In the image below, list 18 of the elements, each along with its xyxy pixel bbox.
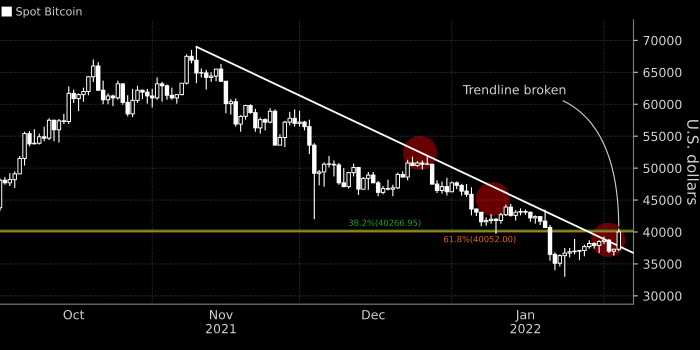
y-tick-label: 45000 [643,196,682,205]
y-tick-label: 30000 [643,291,682,301]
y-tick-label: 55000 [643,132,682,142]
x-tick-label: Jan 2022 [510,310,540,334]
x-tick-label: Oct [64,310,84,320]
ref-line-label: 61.8%(40052.00) [444,236,516,244]
y-tick-label: 40000 [643,227,682,237]
annotation: Trendline broken [462,84,566,94]
y-tick-label: 50000 [643,164,682,174]
x-tick-label: Nov 2021 [206,310,236,334]
ref-line-label: 38.2%(40266.95) [349,219,420,227]
x-tick-label: Dec [362,310,385,320]
y-tick-label: 70000 [644,36,682,46]
y-axis-title: U.S. dollars [687,120,699,205]
y-tick-label: 65000 [643,68,682,78]
y-tick-label: 60000 [643,100,682,110]
legend-label: Spot Bitcoin [16,6,82,18]
y-tick-label: 35000 [643,259,682,269]
